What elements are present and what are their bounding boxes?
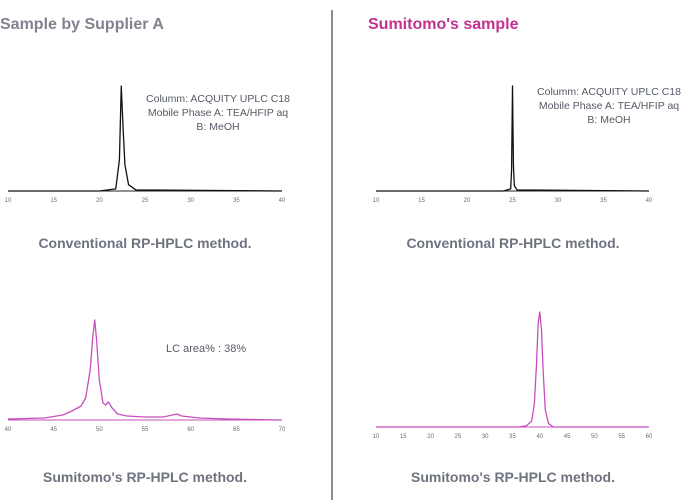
column-divider [331,10,333,500]
supplier-a-sumitomo-method-tick-label: 50 [96,427,103,433]
sumitomo-conventional-tick-label: 30 [555,198,562,204]
supplier-a-conventional-tick-label: 20 [96,198,103,204]
right-condition-phase-b: B: MeOH [587,114,631,126]
left-bottom-method-label: Sumitomo's RP-HPLC method. [43,469,247,485]
supplier-a-sumitomo-method-tick-label: 65 [233,427,240,433]
sumitomo-sumitomo-method-tick-label: 45 [564,434,571,440]
supplier-a-conventional-tick-label: 10 [5,198,12,204]
left-conditions: Columm: ACQUITY UPLC C18 Mobile Phase A:… [138,92,298,134]
sumitomo-sumitomo-method-chart: 10 15 20 25 30 35 40 45 50 55 60 [373,311,653,440]
supplier-a-sumitomo-method-tick-label: 40 [5,427,12,433]
sumitomo-conventional-tick-label: 40 [646,198,653,204]
supplier-a-conventional-tick-label: 30 [187,198,194,204]
right-condition-column: Columm: ACQUITY UPLC C18 [537,86,681,98]
sumitomo-sumitomo-method-tick-label: 50 [591,434,598,440]
left-condition-phase-b: B: MeOH [196,121,240,133]
right-heading: Sumitomo's sample [368,16,519,33]
supplier-a-conventional-chart: 10 15 20 25 30 35 40 [5,85,286,204]
sumitomo-sumitomo-method-tick-label: 55 [618,434,625,440]
sumitomo-sumitomo-method-tick-label: 30 [482,434,489,440]
sumitomo-sumitomo-method-tick-label: 40 [536,434,543,440]
supplier-a-conventional-tick-label: 15 [50,198,57,204]
sumitomo-conventional-chart: 10 15 20 25 30 35 40 [373,85,653,204]
sumitomo-conventional-tick-label: 20 [464,198,471,204]
left-heading: Sample by Supplier A [0,16,164,33]
supplier-a-conventional-tick-label: 40 [279,198,286,204]
sumitomo-sumitomo-method-tick-label: 35 [509,434,516,440]
right-top-method-label: Conventional RP-HPLC method. [406,235,620,251]
sumitomo-sumitomo-method-tick-label: 15 [400,434,407,440]
left-condition-phase-a: Mobile Phase A: TEA/HFIP aq [147,107,289,119]
sumitomo-sumitomo-method-tick-label: 20 [427,434,434,440]
supplier-a-sumitomo-method-tick-label: 55 [142,427,149,433]
supplier-a-conventional-tick-label: 35 [233,198,240,204]
left-condition-column: Columm: ACQUITY UPLC C18 [146,93,290,105]
supplier-a-sumitomo-method-tick-label: 60 [187,427,194,433]
sumitomo-sumitomo-method-trace [376,311,649,428]
supplier-a-conventional-tick-label: 25 [142,198,149,204]
supplier-a-sumitomo-method-chart: 40 45 50 55 60 65 70 [5,319,286,433]
sumitomo-conventional-tick-label: 35 [600,198,607,204]
sumitomo-sumitomo-method-tick-label: 10 [373,434,380,440]
left-top-method-label: Conventional RP-HPLC method. [38,235,252,251]
sumitomo-conventional-tick-label: 15 [418,198,425,204]
right-condition-phase-a: Mobile Phase A: TEA/HFIP aq [538,100,680,112]
sumitomo-sumitomo-method-tick-label: 25 [455,434,462,440]
right-conditions: Columm: ACQUITY UPLC C18 Mobile Phase A:… [529,85,689,127]
lc-area-annotation: LC area% : 38% [166,343,247,355]
supplier-a-sumitomo-method-tick-label: 70 [279,427,286,433]
supplier-a-sumitomo-method-trace [7,319,283,421]
supplier-a-conventional-trace [8,85,283,192]
right-bottom-method-label: Sumitomo's RP-HPLC method. [411,469,615,485]
sumitomo-conventional-tick-label: 10 [373,198,380,204]
sumitomo-conventional-tick-label: 25 [509,198,516,204]
sumitomo-sumitomo-method-tick-label: 60 [646,434,653,440]
sumitomo-conventional-trace [376,85,650,192]
supplier-a-sumitomo-method-tick-label: 45 [50,427,57,433]
